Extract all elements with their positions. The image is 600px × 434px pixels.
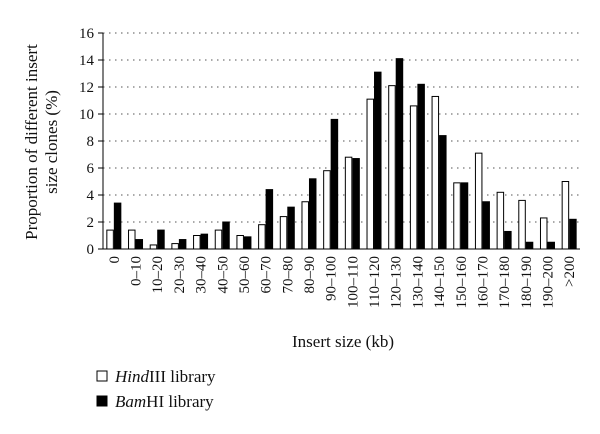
y-tick-label: 2	[87, 215, 95, 231]
bar-hindiii	[453, 182, 461, 250]
x-tick-label: 120–130	[389, 256, 405, 309]
bar-bamhi	[417, 83, 425, 250]
x-tick-label: 0–10	[129, 256, 145, 286]
y-tick-label: 10	[79, 107, 94, 123]
bar-hindiii	[323, 170, 331, 250]
bar-hindiii	[344, 156, 353, 250]
y-tick-labels: 0 2 4 6 8 10 12 14 16	[79, 26, 95, 258]
y-tick-label: 8	[87, 134, 95, 150]
bar-bamhi	[330, 118, 339, 250]
x-tick-label: 130–140	[410, 256, 426, 309]
bar-hindiii	[279, 216, 288, 250]
grid-lines	[103, 32, 580, 223]
bar-hindiii	[106, 229, 114, 250]
bar-hindiii	[236, 235, 244, 250]
bar-hindiii	[258, 224, 266, 250]
bar-hindiii	[561, 181, 570, 250]
x-tick-label: 100–110	[345, 256, 361, 308]
legend-swatch-bamhi	[96, 395, 108, 407]
y-tick-label: 0	[87, 242, 95, 258]
x-tick-labels: 0 0–10 10–20 20–30 30–40 40–50 50–60 60–70 70–80…	[107, 256, 578, 309]
x-tick-label: 40–50	[215, 256, 231, 294]
x-tick-label: 160–170	[475, 256, 491, 309]
y-tick-label: 14	[79, 53, 95, 69]
x-tick-label: 180–190	[519, 256, 535, 309]
bar-hindiii	[366, 98, 375, 250]
x-tick-label: 80–90	[302, 256, 318, 294]
bar-bamhi	[135, 239, 144, 250]
x-tick-label: 0	[107, 256, 123, 264]
bar-bamhi	[569, 218, 577, 250]
x-tick-label: 10–20	[150, 256, 166, 294]
bar-bamhi	[178, 239, 187, 250]
bar-hindiii	[474, 152, 483, 250]
y-tick-label: 12	[79, 80, 94, 96]
bar-bamhi	[395, 58, 404, 250]
y-axis-title-line-2: size clones (%)	[42, 90, 61, 194]
bar-hindiii	[214, 229, 223, 250]
x-tick-label: >200	[562, 256, 578, 287]
bar-bamhi	[265, 189, 274, 250]
legend-item-bamhi: BamHI library	[96, 392, 214, 411]
legend-swatch-hindiii	[96, 370, 108, 382]
y-axis-title-line-1: Proportion of different insert	[22, 44, 41, 240]
bar-bamhi	[439, 135, 447, 250]
bar-hindiii	[128, 229, 136, 250]
bar-bamhi	[222, 221, 230, 250]
x-tick-label: 20–30	[172, 256, 188, 294]
bar-bamhi	[547, 241, 555, 250]
axes	[98, 32, 580, 250]
legend-label-bamhi: BamHI library	[115, 392, 214, 411]
x-tick-label: 190–200	[540, 256, 556, 309]
bar-hindiii	[431, 95, 440, 250]
x-tick-label: 110–120	[367, 256, 383, 308]
x-tick-label: 150–160	[454, 256, 470, 309]
bar-bamhi	[200, 233, 209, 250]
bar-hindiii	[388, 85, 396, 250]
legend: HindIII library BamHI library	[96, 367, 216, 411]
bar-bamhi	[525, 241, 534, 250]
x-tick-label: 140–150	[432, 256, 448, 309]
x-tick-label: 50–60	[237, 256, 253, 294]
bar-hindiii	[409, 105, 418, 250]
x-tick-label: 30–40	[194, 256, 210, 294]
x-tick-label: 90–100	[324, 256, 340, 301]
bar-hindiii	[496, 191, 505, 250]
bar-hindiii	[193, 235, 201, 250]
bar-bamhi	[113, 202, 122, 250]
x-tick-label: 70–80	[280, 256, 296, 294]
y-tick-label: 4	[87, 188, 95, 204]
bar-hindiii	[171, 243, 179, 250]
bar-hindiii	[149, 244, 158, 250]
bar-bamhi	[287, 206, 295, 250]
legend-item-hindiii: HindIII library	[96, 367, 216, 386]
legend-label-hindiii: HindIII library	[114, 367, 216, 386]
x-axis-title: Insert size (kb)	[292, 332, 394, 351]
bar-hindiii	[301, 201, 309, 250]
bar-bamhi	[504, 230, 512, 250]
y-tick-label: 6	[87, 161, 95, 177]
bar-hindiii	[518, 199, 526, 250]
bar-bamhi	[482, 201, 490, 250]
x-tick-label: 60–70	[259, 256, 275, 294]
bar-bamhi	[352, 158, 360, 250]
bar-bamhi	[308, 178, 317, 250]
bar-bamhi	[460, 182, 469, 250]
y-tick-label: 16	[79, 26, 95, 42]
bar-hindiii	[539, 217, 548, 250]
bar-bamhi	[243, 236, 252, 250]
bars	[106, 58, 577, 250]
x-tick-label: 170–180	[497, 256, 513, 309]
bar-bamhi	[157, 229, 165, 250]
bar-bamhi	[374, 71, 382, 250]
